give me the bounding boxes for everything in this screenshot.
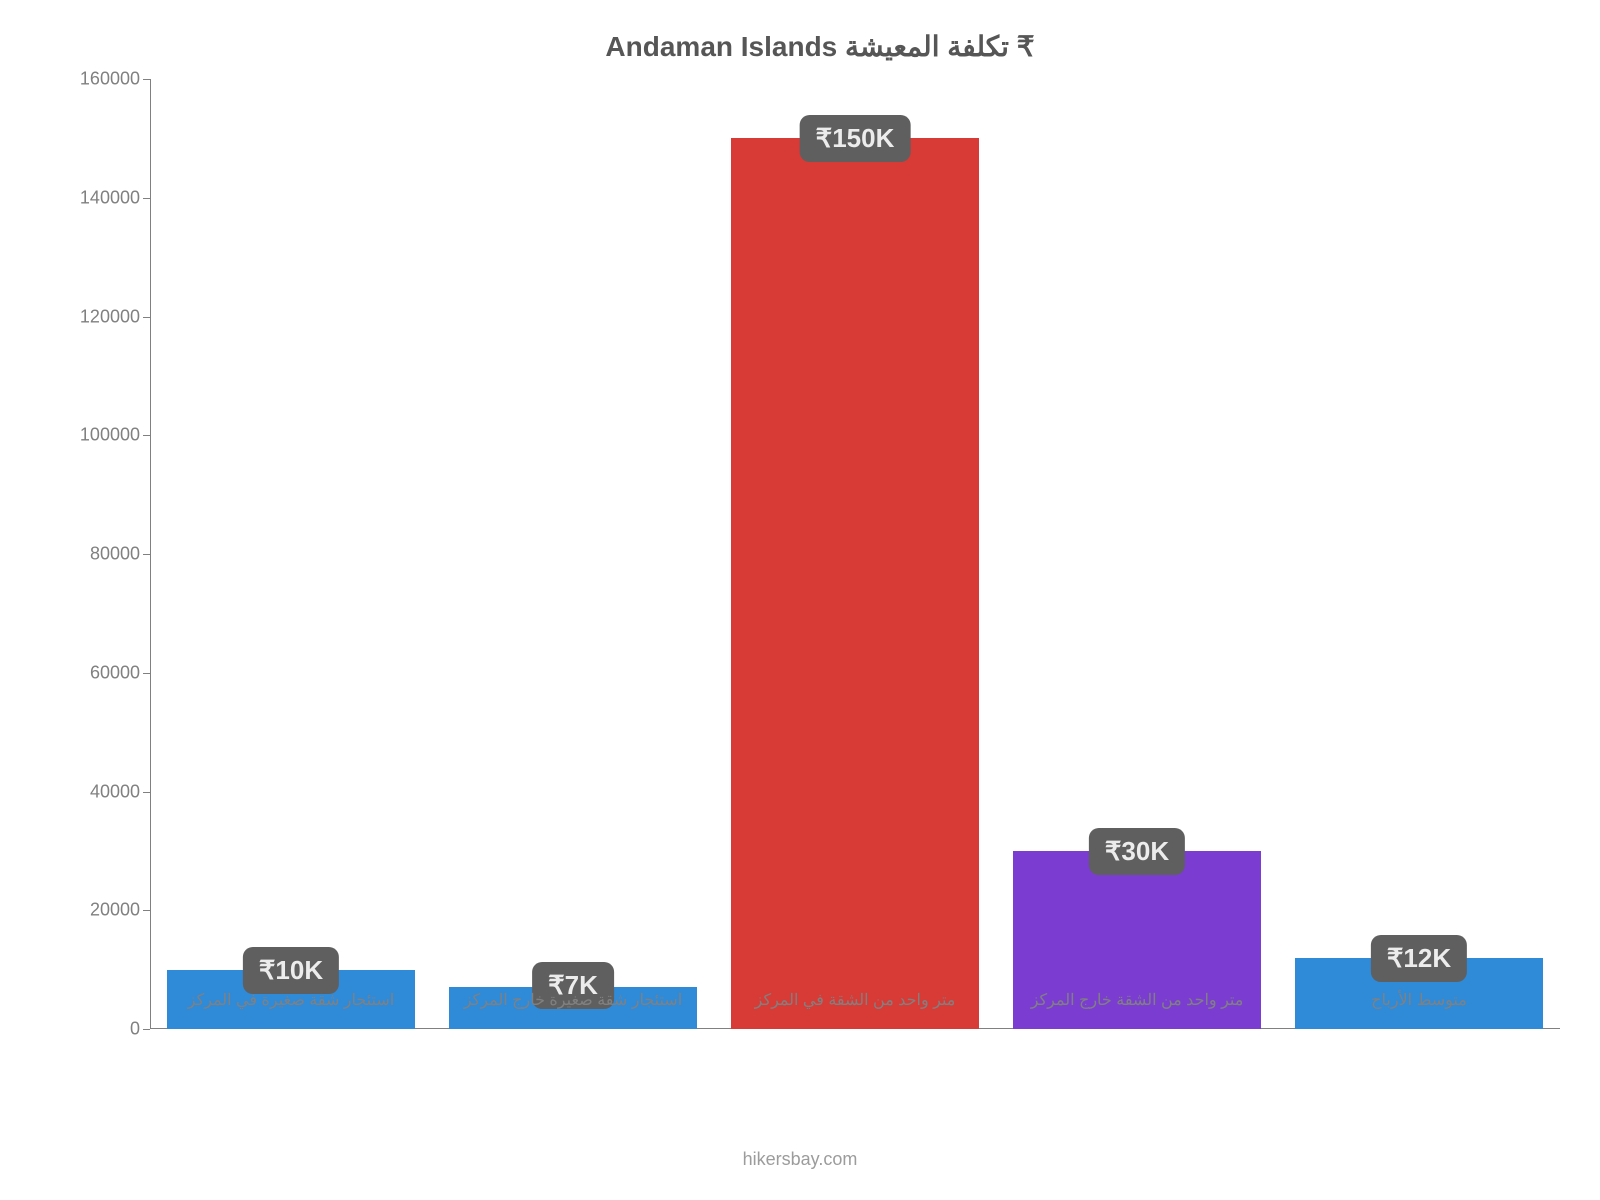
y-tick-label: 120000 (60, 306, 140, 327)
plot-area: 0200004000060000800001000001200001400001… (150, 79, 1560, 1029)
y-tick-mark (143, 910, 150, 911)
y-tick-mark (143, 792, 150, 793)
bars-container: ₹10K₹7K ₹150K ₹30K ₹12K (150, 79, 1560, 1029)
y-tick-mark (143, 79, 150, 80)
x-tick-label: متر واحد من الشقة خارج المركز (1031, 990, 1244, 1010)
bar-value-label: ₹150K (800, 115, 911, 162)
x-tick-label: متوسط الأرباح (1371, 990, 1467, 1010)
y-tick-label: 40000 (60, 781, 140, 802)
y-tick-mark (143, 1029, 150, 1030)
y-tick-mark (143, 435, 150, 436)
y-tick-label: 20000 (60, 900, 140, 921)
bar-value-label: ₹12K (1371, 935, 1467, 982)
x-tick-label: استئجار شقة صغيرة خارج المركز (464, 990, 682, 1010)
y-tick-label: 60000 (60, 662, 140, 683)
bar-slot: ₹12K (1278, 79, 1560, 1029)
chart-title: ₹ تكلفة المعيشة Andaman Islands (60, 20, 1580, 79)
y-tick-label: 140000 (60, 187, 140, 208)
y-tick-label: 160000 (60, 69, 140, 90)
x-tick-label: استئجار شقة صغيرة في المركز (188, 990, 394, 1010)
cost-of-living-chart: ₹ تكلفة المعيشة Andaman Islands 02000040… (60, 20, 1580, 1120)
y-tick-mark (143, 673, 150, 674)
bar (731, 138, 979, 1029)
y-tick-mark (143, 554, 150, 555)
y-tick-mark (143, 198, 150, 199)
y-axis: 0200004000060000800001000001200001400001… (60, 79, 150, 1029)
bar-slot: ₹10K (150, 79, 432, 1029)
bar-value-label: ₹30K (1089, 828, 1185, 875)
y-tick-label: 100000 (60, 425, 140, 446)
y-tick-label: 80000 (60, 544, 140, 565)
bar-slot: ₹150K (714, 79, 996, 1029)
bar-slot: ₹30K (996, 79, 1278, 1029)
y-tick-mark (143, 317, 150, 318)
x-tick-label: متر واحد من الشقة في المركز (755, 990, 956, 1010)
y-tick-label: 0 (60, 1019, 140, 1040)
attribution-text: hikersbay.com (0, 1149, 1600, 1170)
bar-slot: ₹7K (432, 79, 714, 1029)
x-axis-labels: استئجار شقة صغيرة في المركز استئجار شقة ص… (150, 980, 1560, 1040)
